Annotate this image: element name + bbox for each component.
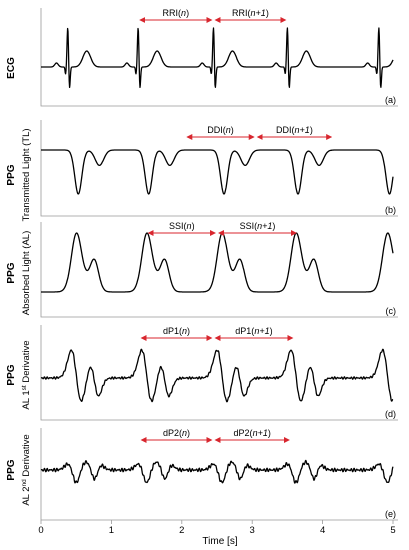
panel-tag-c: (c) <box>386 306 397 316</box>
interval-label: dP2(n+1) <box>234 428 271 438</box>
panel-tag-e: (e) <box>385 509 396 519</box>
ylabel-d1-bottom: AL 1st Derivative <box>21 340 33 409</box>
interval-label: SSI(n) <box>169 221 195 231</box>
interval-label: RRI(n+1) <box>232 8 269 18</box>
ylabel-ecg: ECG <box>6 57 17 79</box>
ylabels: ECG PPG Transmitted Light (TL) PPG Absor… <box>6 57 32 506</box>
interval-label: dP1(n+1) <box>235 326 272 336</box>
al-trace <box>40 232 394 293</box>
interval-label: DDI(n+1) <box>276 125 313 135</box>
x-tick-label: 3 <box>250 525 255 536</box>
panel-axes <box>40 8 398 521</box>
interval-label: DDI(n) <box>207 125 234 135</box>
axis-panel-d <box>40 325 398 421</box>
x-tick-label: 2 <box>179 525 184 536</box>
ylabel-d2-bottom: AL 2nd Derivative <box>21 434 33 505</box>
interval-annotations: RRI(n) RRI(n+1) DDI(n) DDI(n+1) SSI(n) SSI(n+… <box>139 8 333 443</box>
x-axis-title: Time [s] <box>202 536 237 547</box>
ecg-trace <box>40 27 394 89</box>
ylabel-tl-bottom: Transmitted Light (TL) <box>21 128 32 221</box>
ylabel-tl-top: PPG <box>6 164 17 185</box>
interval-label: dP2(n) <box>163 428 190 438</box>
ylabel-d2-top: PPG <box>6 459 17 480</box>
axis-panel-c <box>40 222 398 318</box>
tl-trace <box>40 149 394 195</box>
panel-tag-b: (b) <box>385 205 396 215</box>
axis-panel-a <box>40 8 398 107</box>
axis-panel-e <box>40 428 398 521</box>
x-tick-label: 4 <box>320 525 325 536</box>
x-tick-label: 1 <box>109 525 114 536</box>
x-tick-label: 0 <box>38 525 43 536</box>
panel-tag-a: (a) <box>385 95 396 105</box>
panel-tag-d: (d) <box>385 409 396 419</box>
traces <box>40 27 394 484</box>
ylabel-al-top: PPG <box>6 262 17 283</box>
panel-tags: (a) (b) (c) (d) (e) <box>385 95 396 519</box>
interval-label: RRI(n) <box>163 8 190 18</box>
axis-panel-b <box>40 120 398 217</box>
x-tick-label: 5 <box>390 525 395 536</box>
interval-label: SSI(n+1) <box>240 221 276 231</box>
x-axis-ticks: 0 1 2 3 4 5 <box>38 520 396 536</box>
interval-label: dP1(n) <box>163 326 190 336</box>
d2-trace <box>40 459 394 484</box>
d1-trace <box>40 348 394 403</box>
ylabel-al-bottom: Absorbed Light (AL) <box>21 231 32 316</box>
ylabel-d1-top: PPG <box>6 364 17 385</box>
